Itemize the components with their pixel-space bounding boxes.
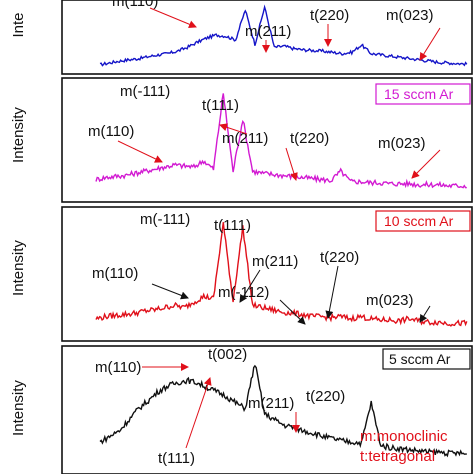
panel-3-spectrum <box>95 222 468 327</box>
panel-3-arrow <box>419 305 431 323</box>
panel-4-peak-label: m(110) <box>95 359 141 376</box>
panel-3-peak-label: m(-111) <box>140 211 190 228</box>
panel-2-condition-box <box>375 83 471 105</box>
panel-4-spectrum <box>99 364 467 458</box>
panel-2-peak-label: m(211) <box>222 130 268 147</box>
panel-4-peak-label: m(211) <box>248 395 294 412</box>
legend-tetragonal: t:tetragonal <box>360 448 435 465</box>
panel-3-peak-label: t(111) <box>214 217 251 234</box>
panel-3-condition-label: 10 sccm Ar <box>384 213 454 229</box>
panel-2-arrow <box>285 147 298 181</box>
panel-1-spectrum <box>99 4 468 67</box>
panel-2-arrow <box>411 149 441 179</box>
panel-3-peak-label: m(110) <box>92 265 138 282</box>
panel-4-frame <box>61 345 473 474</box>
panel-2-peak-label: m(-111) <box>120 83 170 100</box>
panel-1-peak-label: m(211) <box>245 23 291 40</box>
panel-2-arrow <box>117 140 163 163</box>
panel-2-peak-label: m(110) <box>88 123 134 140</box>
panel-3-peak-label: m(211) <box>252 253 298 270</box>
panel-3-arrow <box>239 269 261 303</box>
legend-monoclinic: m:monoclinic <box>360 428 448 445</box>
panel-1-ylabel: Inte <box>10 12 27 37</box>
panel-2-peak-label: m(023) <box>378 135 426 152</box>
panel-3-arrow <box>325 265 339 319</box>
panel-3-arrow <box>279 299 306 325</box>
panel-4-condition-label: 5 sccm Ar <box>389 351 451 367</box>
panel-3-peak-label: m(023) <box>366 292 414 309</box>
panel-2-peak-label: t(111) <box>202 97 239 114</box>
panel-4-ylabel: Intensity <box>10 380 27 436</box>
panel-4-peak-label: t(002) <box>208 346 247 363</box>
panel-1-arrow <box>419 27 441 61</box>
panel-2-ylabel: Intensity <box>10 107 27 163</box>
panel-3-peak-label: m(-112) <box>218 284 269 301</box>
panel-3-condition-box <box>375 210 471 232</box>
panel-3-arrow <box>151 283 189 300</box>
panel-2-spectrum <box>95 93 467 189</box>
panel-4-condition-box <box>382 348 471 370</box>
panel-4-arrow <box>185 377 212 449</box>
panel-3-ylabel: Intensity <box>10 240 27 296</box>
panel-4-peak-label: t(220) <box>306 388 345 405</box>
panel-1-peak-label: t(220) <box>310 7 349 24</box>
panel-2-frame <box>61 77 473 203</box>
panel-4-peak-label: t(111) <box>158 450 195 467</box>
panel-3-peak-label: t(220) <box>320 249 359 266</box>
panel-1-arrow <box>149 7 197 29</box>
panel-3-frame <box>61 206 473 342</box>
panel-2-arrow <box>219 123 248 135</box>
panel-1-peak-label: m(110) <box>112 0 158 10</box>
panel-2-peak-label: t(220) <box>290 130 329 147</box>
panel-2-condition-label: 15 sccm Ar <box>384 86 454 102</box>
panel-1-frame <box>61 0 473 75</box>
panel-1-peak-label: m(023) <box>386 7 434 24</box>
